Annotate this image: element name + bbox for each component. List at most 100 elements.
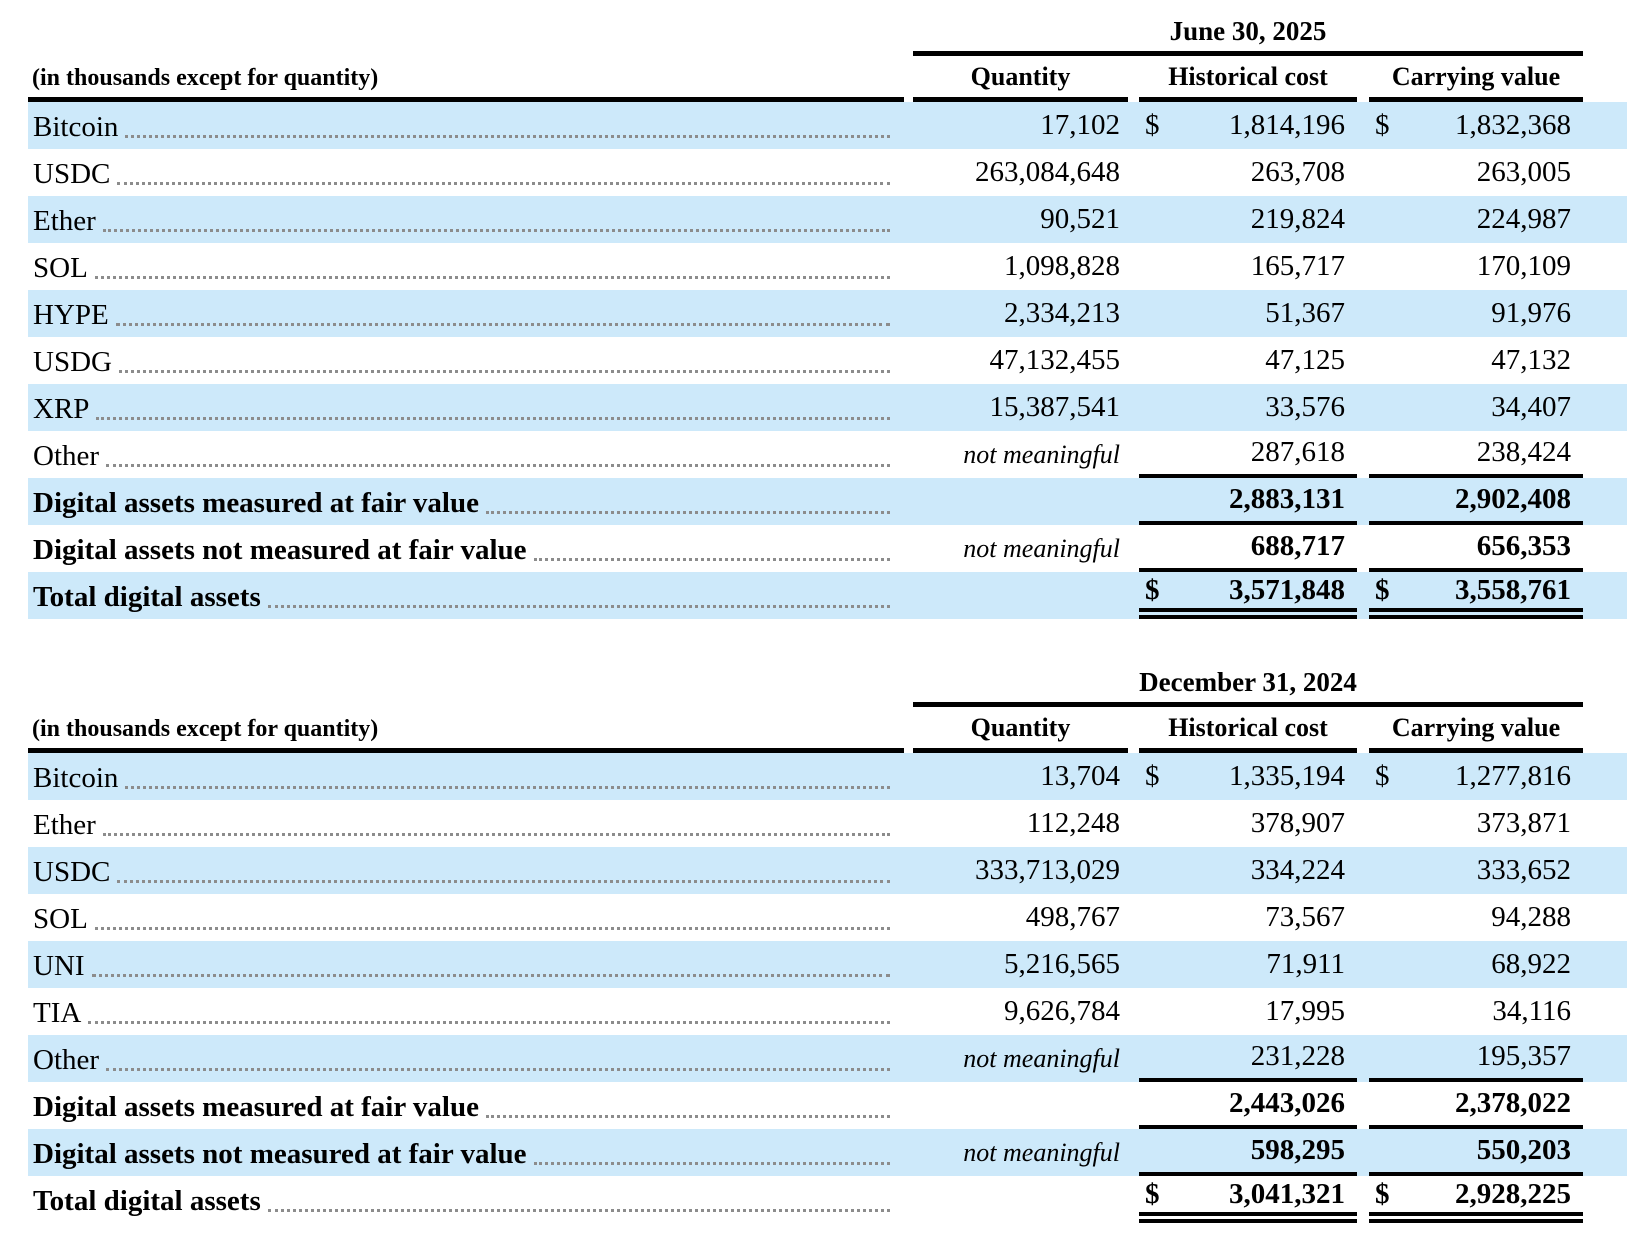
asset-name-text: Digital assets not measured at fair valu… (33, 534, 527, 566)
carrying-value-value: $3,558,761 (1369, 572, 1583, 619)
quantity-value: not meaningful (963, 439, 1120, 469)
asset-label: Ether (28, 196, 904, 243)
column-header-row: (in thousands except for quantity) Quant… (28, 707, 1627, 753)
column-header-row: (in thousands except for quantity) Quant… (28, 56, 1627, 102)
asset-label: UNI (28, 941, 904, 988)
asset-name-text: UNI (33, 950, 85, 982)
historical-cost-value: 263,708 (1139, 149, 1357, 196)
asset-label: Total digital assets (28, 1176, 904, 1223)
historical-cost-value: 598,295 (1139, 1129, 1357, 1176)
digital-assets-disclosure: June 30, 2025 (in thousands except for q… (28, 16, 1627, 1223)
dotted-leader (485, 1115, 890, 1118)
asset-row-digital-assets-not-measured-at-fair-value: Digital assets not measured at fair valu… (28, 525, 1627, 572)
asset-label: Total digital assets (28, 572, 904, 619)
carrying-value-value: 91,976 (1369, 290, 1583, 337)
historical-cost-number: 219,824 (1250, 203, 1345, 235)
carrying-value-value: $2,928,225 (1369, 1176, 1583, 1223)
historical-cost-number: 2,883,131 (1229, 483, 1345, 515)
column-header-historical-cost: Historical cost (1139, 712, 1357, 753)
historical-cost-number: 688,717 (1250, 530, 1345, 562)
carrying-value-number: 2,928,225 (1455, 1177, 1571, 1210)
asset-name-text: TIA (33, 997, 82, 1029)
asset-label: Bitcoin (28, 102, 904, 149)
asset-label: Bitcoin (28, 753, 904, 800)
asset-label: USDG (28, 337, 904, 384)
carrying-value-number: 1,832,368 (1455, 109, 1571, 141)
asset-row-usdc: USDC 333,713,029 334,224 333,652 (28, 847, 1627, 894)
historical-cost-value: $1,335,194 (1139, 753, 1357, 800)
carrying-value-number: 3,558,761 (1455, 573, 1571, 606)
asset-label: XRP (28, 384, 904, 431)
dollar-sign: $ (1145, 573, 1160, 606)
asset-name-text: Ether (33, 205, 96, 237)
asset-row-other: Other not meaningful 287,618 238,424 (28, 431, 1627, 478)
dotted-leader (485, 511, 890, 514)
dotted-leader (533, 558, 890, 561)
quantity-value: 333,713,029 (975, 854, 1120, 886)
quantity-value: 15,387,541 (989, 391, 1121, 423)
unit-note: (in thousands except for quantity) (28, 63, 904, 102)
historical-cost-value: 287,618 (1139, 431, 1357, 478)
historical-cost-number: 51,367 (1265, 297, 1345, 329)
historical-cost-value: $1,814,196 (1139, 102, 1357, 149)
carrying-value-value: 170,109 (1369, 243, 1583, 290)
carrying-value-value: 34,407 (1369, 384, 1583, 431)
asset-row-digital-assets-measured-at-fair-value: Digital assets measured at fair value 2,8… (28, 478, 1627, 525)
carrying-value-value: 68,922 (1369, 941, 1583, 988)
asset-row-other: Other not meaningful 231,228 195,357 (28, 1035, 1627, 1082)
asset-name-text: Total digital assets (33, 1185, 261, 1217)
quantity-value: 1,098,828 (1004, 250, 1120, 282)
historical-cost-value: 47,125 (1139, 337, 1357, 384)
asset-row-tia: TIA 9,626,784 17,995 34,116 (28, 988, 1627, 1035)
historical-cost-number: 1,814,196 (1229, 109, 1345, 141)
asset-name-text: USDC (33, 158, 111, 190)
asset-label: SOL (28, 243, 904, 290)
carrying-value-number: 224,987 (1476, 203, 1571, 235)
quantity-value: 90,521 (1040, 203, 1120, 235)
asset-name-text: SOL (33, 252, 88, 284)
asset-label: Other (28, 1035, 904, 1082)
quantity-value: 17,102 (1040, 109, 1120, 141)
asset-label: Digital assets measured at fair value (28, 1082, 904, 1129)
dollar-sign: $ (1375, 760, 1390, 792)
dotted-leader (91, 974, 890, 977)
carrying-value-value: 333,652 (1369, 847, 1583, 894)
historical-cost-value: 71,911 (1139, 941, 1357, 988)
quantity-value: not meaningful (963, 1137, 1120, 1167)
dotted-leader (102, 229, 890, 232)
historical-cost-number: 334,224 (1250, 854, 1345, 886)
quantity-value: 9,626,784 (1004, 995, 1120, 1027)
dollar-sign: $ (1145, 109, 1160, 141)
carrying-value-value: 550,203 (1369, 1129, 1583, 1176)
historical-cost-number: 598,295 (1250, 1134, 1345, 1166)
asset-name-text: USDG (33, 346, 112, 378)
historical-cost-value: 378,907 (1139, 800, 1357, 847)
asset-label: HYPE (28, 290, 904, 337)
carrying-value-value: 47,132 (1369, 337, 1583, 384)
asset-label: Digital assets not measured at fair valu… (28, 1129, 904, 1176)
asset-name-text: Ether (33, 809, 96, 841)
historical-cost-value: 33,576 (1139, 384, 1357, 431)
carrying-value-number: 2,378,022 (1455, 1087, 1571, 1119)
quantity-value: not meaningful (963, 1043, 1120, 1073)
historical-cost-value: 219,824 (1139, 196, 1357, 243)
carrying-value-number: 34,407 (1491, 391, 1571, 423)
dotted-leader (117, 880, 890, 883)
asset-name-text: Other (33, 1044, 100, 1076)
dollar-sign: $ (1145, 1177, 1160, 1210)
period-header: December 31, 2024 (913, 666, 1583, 707)
quantity-value: 5,216,565 (1004, 948, 1120, 980)
dollar-sign: $ (1375, 1177, 1390, 1210)
carrying-value-number: 333,652 (1476, 854, 1571, 886)
asset-row-digital-assets-measured-at-fair-value: Digital assets measured at fair value 2,4… (28, 1082, 1627, 1129)
historical-cost-value: 2,883,131 (1139, 478, 1357, 525)
asset-row-sol: SOL 1,098,828 165,717 170,109 (28, 243, 1627, 290)
historical-cost-number: 47,125 (1265, 344, 1345, 376)
asset-name-text: HYPE (33, 299, 109, 331)
carrying-value-value: 195,357 (1369, 1035, 1583, 1082)
asset-row-total-digital-assets: Total digital assets $3,041,321 $2,928,225 (28, 1176, 1627, 1223)
asset-name-text: Digital assets measured at fair value (33, 1091, 479, 1123)
carrying-value-number: 1,277,816 (1455, 760, 1571, 792)
historical-cost-value: 688,717 (1139, 525, 1357, 572)
historical-cost-number: 17,995 (1265, 995, 1345, 1027)
